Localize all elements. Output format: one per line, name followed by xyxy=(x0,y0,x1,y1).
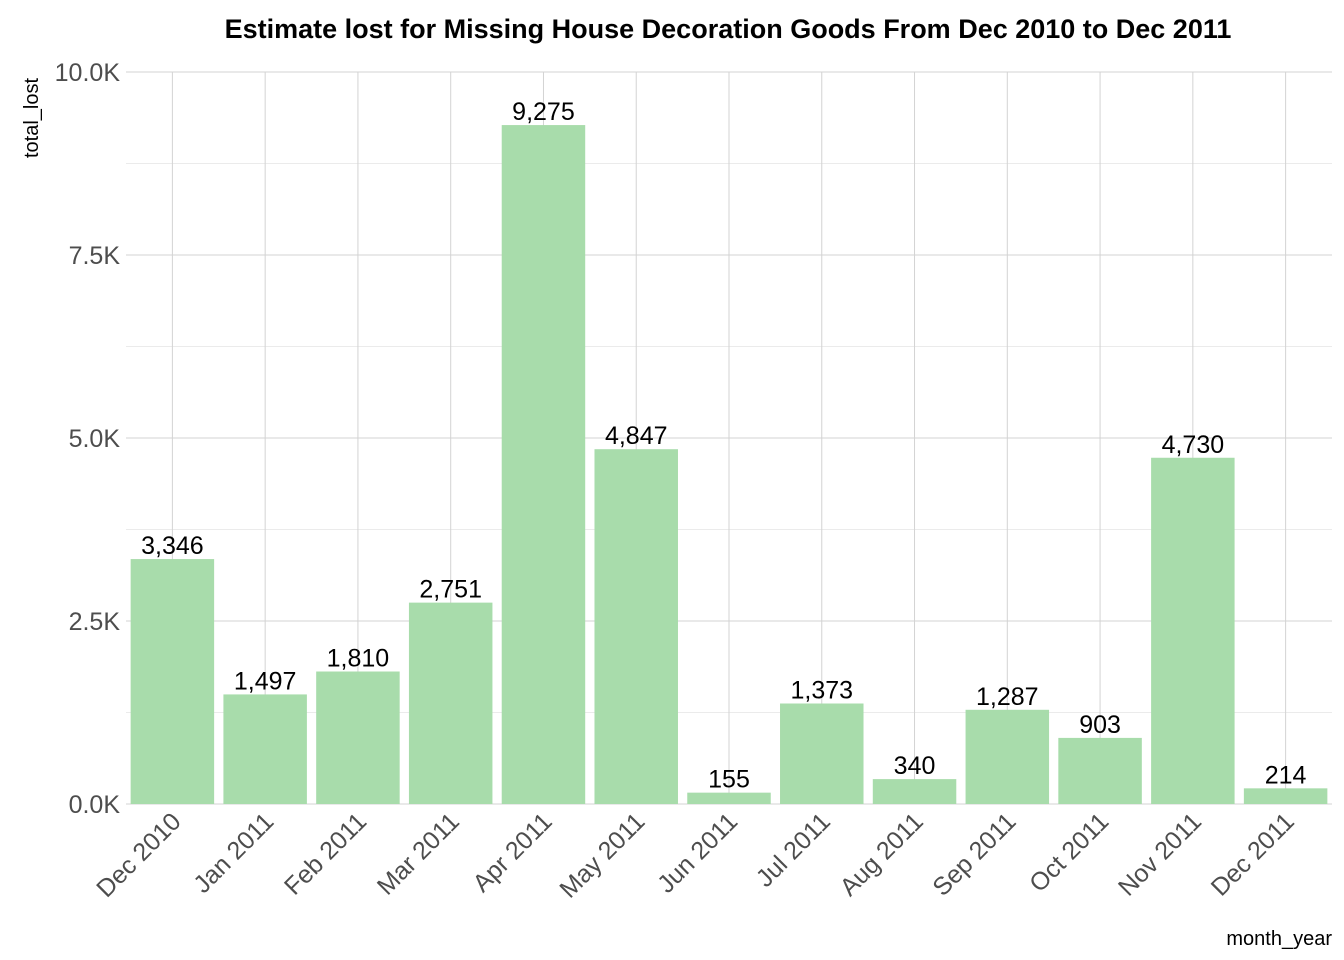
bar xyxy=(1243,788,1328,804)
data-label: 155 xyxy=(708,766,750,794)
x-tick-label: Nov 2011 xyxy=(1113,807,1207,901)
x-tick-label: Mar 2011 xyxy=(372,807,465,900)
x-axis-title: month_year xyxy=(1226,928,1332,950)
x-tick-label: Jul 2011 xyxy=(751,807,836,892)
y-tick-label: 5.0K xyxy=(69,425,121,453)
bar xyxy=(872,779,957,804)
bar xyxy=(501,125,586,804)
chart-title: Estimate lost for Missing House Decorati… xyxy=(225,14,1232,44)
bars xyxy=(130,125,1328,804)
x-tick-label: Aug 2011 xyxy=(835,807,929,901)
data-label: 1,287 xyxy=(976,683,1039,711)
x-axis-ticks: Dec 2010 Jan 2011 Feb 2011 Mar 2011 Apr 2011… xyxy=(91,807,1300,903)
x-tick-label: Dec 2011 xyxy=(1206,807,1300,901)
x-tick-label: Dec 2010 xyxy=(91,807,186,902)
bar xyxy=(408,602,493,804)
y-axis-title: total_lost xyxy=(21,78,43,158)
x-tick-label: Feb 2011 xyxy=(279,807,372,900)
data-label: 340 xyxy=(894,752,936,780)
y-tick-label: 2.5K xyxy=(69,608,121,636)
x-tick-label: Jun 2011 xyxy=(652,807,743,898)
data-label: 1,497 xyxy=(234,667,297,695)
data-label: 903 xyxy=(1079,711,1121,739)
bar xyxy=(1058,737,1142,804)
data-label: 214 xyxy=(1265,761,1307,789)
bar xyxy=(687,792,771,804)
data-label: 3,346 xyxy=(141,532,204,560)
y-tick-label: 0.0K xyxy=(69,791,121,819)
bar xyxy=(1151,457,1235,804)
data-label: 2,751 xyxy=(419,576,482,604)
x-tick-label: May 2011 xyxy=(554,807,650,903)
data-labels: 3,346 1,497 1,810 2,751 9,275 4,847 155 1,373 34… xyxy=(141,98,1306,794)
data-label: 4,730 xyxy=(1162,431,1225,459)
y-tick-label: 7.5K xyxy=(69,242,121,270)
bar xyxy=(223,694,307,804)
y-axis-ticks: 0.0K 2.5K 5.0K 7.5K 10.0K xyxy=(55,59,121,819)
data-label: 4,847 xyxy=(605,422,668,450)
data-label: 1,810 xyxy=(327,645,390,673)
x-tick-label: Sep 2011 xyxy=(927,807,1021,901)
data-label: 1,373 xyxy=(790,676,853,704)
bar xyxy=(130,559,215,804)
bar xyxy=(594,449,678,804)
bar xyxy=(780,703,864,804)
x-tick-label: Jan 2011 xyxy=(188,807,279,898)
x-tick-label: Apr 2011 xyxy=(467,807,557,897)
x-tick-label: Oct 2011 xyxy=(1024,807,1114,897)
bar xyxy=(965,709,1050,804)
data-label: 9,275 xyxy=(512,98,575,126)
bar xyxy=(316,671,400,804)
y-tick-label: 10.0K xyxy=(55,59,121,87)
